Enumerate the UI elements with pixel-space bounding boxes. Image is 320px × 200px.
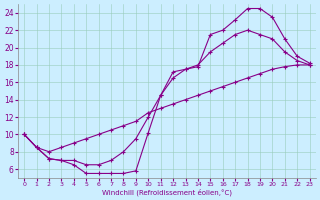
X-axis label: Windchill (Refroidissement éolien,°C): Windchill (Refroidissement éolien,°C) — [102, 188, 232, 196]
